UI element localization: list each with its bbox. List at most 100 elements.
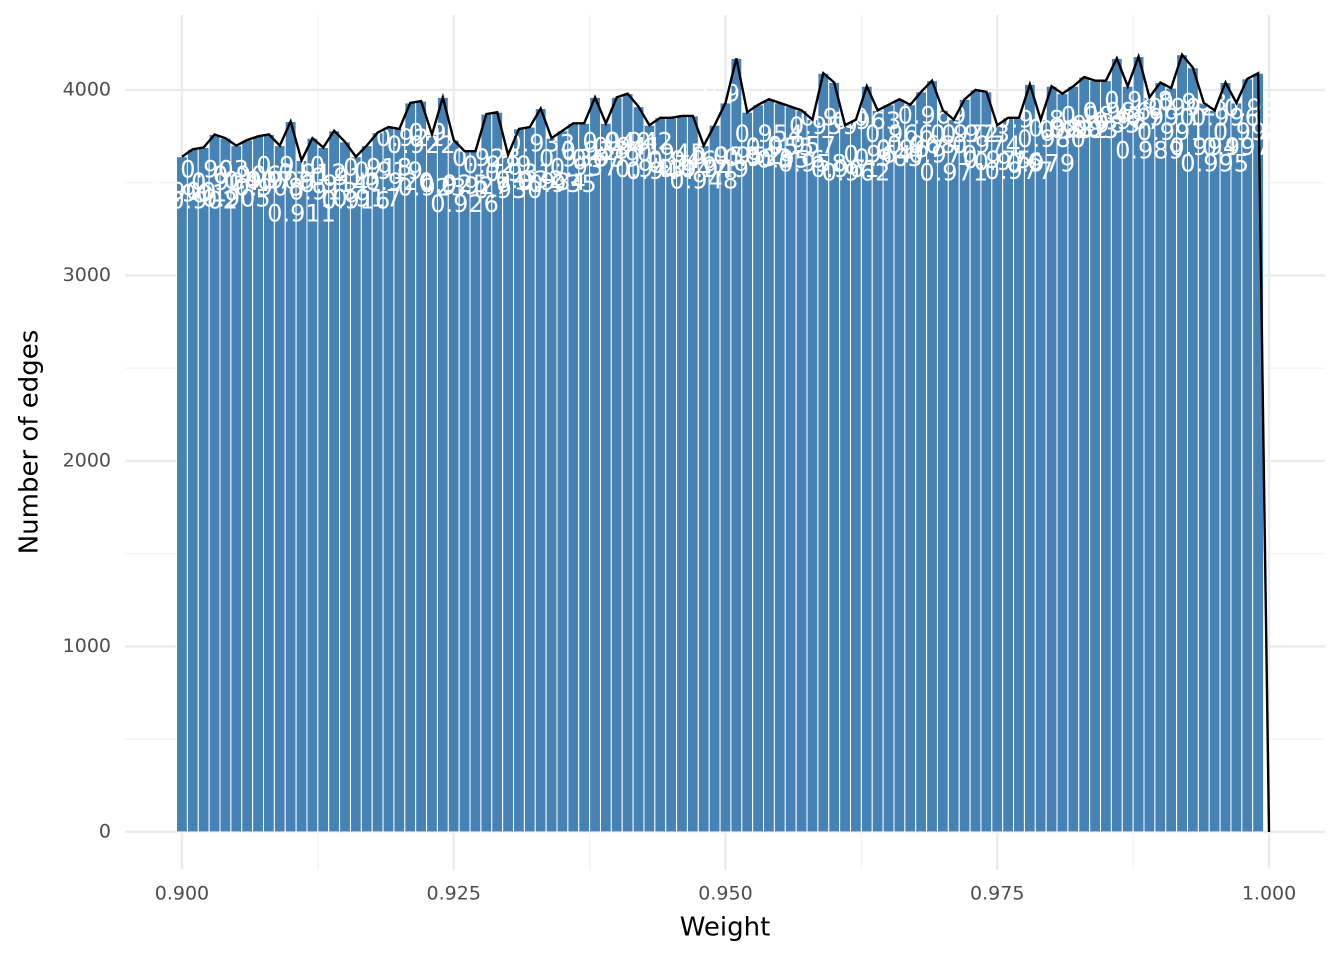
bar — [328, 130, 341, 833]
y-tick-label: 1000 — [63, 635, 111, 657]
bar-label: 0.952 — [713, 142, 782, 170]
bar — [306, 137, 319, 833]
bar — [632, 106, 645, 833]
bar — [556, 130, 569, 833]
bar — [589, 96, 601, 833]
y-tick-label: 4000 — [63, 78, 111, 100]
y-tick-label: 0 — [99, 820, 111, 842]
bar — [1056, 93, 1069, 833]
bar-label: 0.965 — [854, 144, 923, 172]
bar-label: 0.914 — [300, 170, 369, 198]
bar-label: 0.948 — [669, 167, 738, 195]
bar-label: 0.974 — [952, 131, 1021, 159]
bar — [447, 139, 460, 833]
bar-label: 0.910 — [256, 151, 325, 179]
bar-label: 0.932 — [495, 166, 564, 194]
bar — [1165, 87, 1178, 833]
bar-label: 0.916 — [322, 187, 391, 215]
bar-label: 0.964 — [843, 140, 912, 168]
bar-label: 0.907 — [224, 166, 293, 194]
bar-label: 0.947 — [659, 155, 728, 183]
bar — [1143, 96, 1156, 833]
y-tick-label: 2000 — [63, 449, 111, 471]
bar — [719, 102, 732, 833]
bar-label: 0.953 — [724, 144, 793, 172]
bar-label: 0.912 — [278, 159, 347, 187]
frequency-line — [181, 52, 1271, 832]
bar-label: 0.976 — [974, 148, 1043, 176]
bar — [415, 100, 428, 833]
bar-label: 0.920 — [365, 168, 434, 196]
bar-label: 0.902 — [169, 186, 238, 214]
bar-label: 0.943 — [615, 155, 684, 183]
bar — [1067, 85, 1080, 833]
bar-label: 0.930 — [474, 176, 543, 204]
bar — [1100, 80, 1112, 833]
bar — [480, 113, 493, 833]
bar — [230, 145, 243, 833]
bar — [1241, 78, 1254, 833]
bar-label: 0.944 — [626, 157, 695, 185]
bar-label: 0.913 — [289, 177, 358, 205]
bar — [828, 82, 841, 833]
bar — [502, 154, 515, 833]
bar — [1110, 57, 1123, 833]
bar — [404, 102, 417, 833]
bar — [980, 91, 993, 833]
bar-label: 0.950 — [691, 142, 760, 170]
bar-label: 0.909 — [245, 167, 314, 195]
bar — [708, 124, 721, 833]
bar-label: 0.956 — [756, 146, 825, 174]
bar — [393, 128, 406, 833]
bar — [665, 117, 678, 833]
bar — [850, 119, 862, 833]
bar — [643, 124, 656, 833]
bar-label: 0.966 — [865, 120, 934, 148]
bar-label: 0.972 — [930, 120, 999, 148]
bar — [915, 91, 928, 833]
bar — [1230, 102, 1243, 833]
bar — [697, 145, 710, 833]
bar — [969, 89, 982, 833]
bar — [534, 107, 547, 833]
bar — [1186, 67, 1199, 833]
bar-label: 0.915 — [311, 163, 380, 191]
bar-label: 0.980 — [1017, 125, 1086, 153]
bar-label: 0.936 — [539, 144, 608, 172]
bar-label: 0.962 — [822, 159, 891, 187]
bar-label: 0.996 — [1191, 104, 1260, 132]
x-tick-label: 0.925 — [427, 883, 481, 905]
bar-label: 0.992 — [1148, 94, 1217, 122]
bar-label: 0.931 — [485, 159, 554, 187]
bar — [339, 141, 351, 833]
bar-label: 0.957 — [767, 131, 836, 159]
bar-label: 0.927 — [441, 172, 510, 200]
bar-label: 0.986 — [1082, 97, 1151, 125]
bar — [219, 137, 232, 833]
bar — [1121, 85, 1134, 833]
bar — [1034, 119, 1047, 833]
bar — [1219, 82, 1232, 833]
bar — [1154, 82, 1167, 833]
bar-label: 0.901 — [158, 179, 227, 207]
bar — [1023, 83, 1036, 833]
bar — [252, 135, 264, 833]
bar-label: 0.940 — [582, 127, 651, 155]
bar — [1132, 56, 1145, 833]
bar — [241, 139, 254, 833]
bar — [599, 122, 612, 833]
bar-label: 0.926 — [430, 190, 499, 218]
bar-label: 0.908 — [235, 173, 304, 201]
bar — [752, 104, 765, 833]
bar-label: 0.955 — [745, 133, 814, 161]
bar-label: 0.924 — [408, 118, 477, 146]
bar-label: 0.942 — [604, 128, 673, 156]
bar — [936, 109, 949, 833]
bar-label: 0.939 — [572, 144, 641, 172]
bar — [621, 93, 634, 833]
bar-label: 0.941 — [593, 133, 662, 161]
bar — [1078, 76, 1091, 833]
bar-label: 0.961 — [811, 155, 880, 183]
bar-label: 0.903 — [180, 155, 249, 183]
